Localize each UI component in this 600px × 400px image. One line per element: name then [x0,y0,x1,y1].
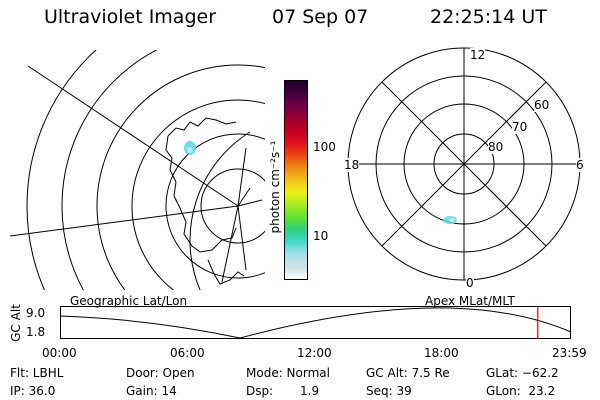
altitude-curve [60,307,572,339]
colorbar-tick-100: 100 [313,140,336,154]
instrument-title: Ultraviolet Imager [44,6,217,28]
timeline-axis-label: GC Alt [9,304,23,342]
dsp-label: Dsp: [246,384,274,398]
timeline-xtick-1800: 18:00 [424,346,459,360]
glon-info: GLon: 23.2 [486,384,556,398]
image-time: 22:25:14 UT [430,6,547,28]
mlat-label-70: 70 [512,120,528,134]
geographic-map [10,50,265,290]
image-date: 07 Sep 07 [272,6,369,28]
colorbar [284,80,308,280]
mlt-label-12: 12 [470,48,486,62]
filter-info: Flt: LBHL [10,366,64,380]
dsp-value: 1.9 [300,384,320,398]
gain-info: Gain: 14 [126,384,177,398]
timeline-ytick-high: 9.0 [26,306,46,320]
latitude-circles [26,50,265,290]
timeline-ytick-low: 1.8 [26,325,46,339]
mlat-label-60: 60 [534,98,550,112]
timeline-xtick-0000: 00:00 [42,346,77,360]
ip-info: IP: 36.0 [10,384,56,398]
timeline-xtick-1200: 12:00 [297,346,332,360]
gc-alt-info: GC Alt: 7.5 Re [366,366,450,380]
apex-title: Apex MLat/MLT [425,294,515,308]
polar-plot [347,47,581,281]
seq-info: Seq: 39 [366,384,412,398]
meridian-lines [10,65,263,283]
mlt-label-6: 6 [576,158,584,172]
timeline-plot [60,306,572,339]
timeline-xtick-0600: 06:00 [170,346,205,360]
colorbar-unit-label: photon cm⁻²s⁻¹ [268,140,282,234]
coastline [165,117,245,285]
mlt-diagonal-2 [381,81,547,247]
mlt-label-18: 18 [344,158,360,172]
mlat-label-80: 80 [488,140,504,154]
colorbar-tick-10: 10 [313,229,329,243]
earth-limb [189,131,251,290]
mode-info: Mode: Normal [246,366,330,380]
glat-info: GLat: −62.2 [486,366,559,380]
timeline-xtick-2359: 23:59 [552,346,587,360]
door-info: Door: Open [126,366,195,380]
geographic-title: Geographic Lat/Lon [70,294,188,308]
mlt-label-0: 0 [466,276,474,290]
